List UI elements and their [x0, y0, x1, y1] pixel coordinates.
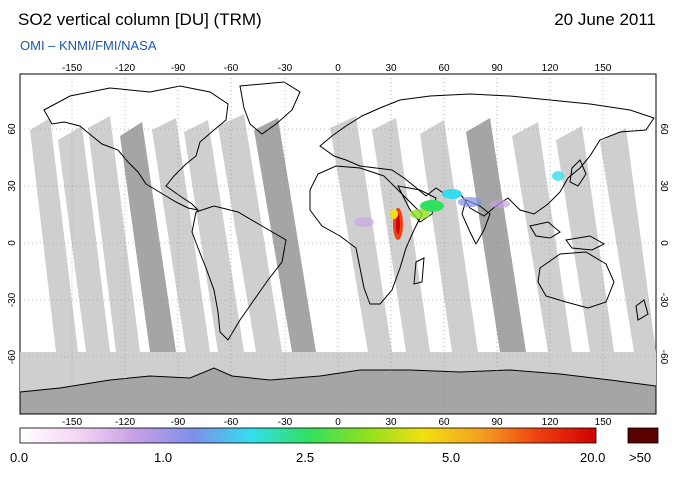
lat-tick-right: 60: [658, 123, 669, 135]
colorbar-label: 1.0: [154, 450, 172, 465]
lat-tick-left: -30: [7, 292, 18, 307]
so2-plume: [354, 171, 564, 240]
lon-tick-top: 90: [491, 63, 503, 74]
credit-label: OMI – KNMI/FMI/NASA: [20, 38, 157, 53]
lon-tick-top: -150: [62, 63, 82, 74]
lon-tick-top: 0: [335, 63, 341, 74]
lon-tick-bottom: -90: [171, 417, 186, 428]
graticule: [20, 74, 656, 414]
lat-tick-left: 0: [7, 240, 18, 246]
lon-tick-top: -30: [278, 63, 293, 74]
lon-tick-bottom: 0: [335, 417, 341, 428]
lon-tick-top: -90: [171, 63, 186, 74]
colorbar-max-label: >50: [629, 450, 651, 465]
lon-tick-bottom: -150: [62, 417, 82, 428]
lat-tick-left: 30: [7, 180, 18, 192]
landmasses: [43, 81, 655, 341]
colorbar-label: 2.5: [296, 450, 314, 465]
colorbar-gradient: [19, 427, 597, 444]
lon-tick-top: 120: [542, 63, 559, 74]
lon-tick-bottom: 30: [385, 417, 397, 428]
lat-tick-right: 30: [658, 180, 669, 192]
lon-tick-bottom: 60: [438, 417, 450, 428]
lon-tick-bottom: 120: [542, 417, 559, 428]
lon-tick-bottom: -30: [278, 417, 293, 428]
lon-tick-bottom: -120: [115, 417, 135, 428]
lat-tick-right: -30: [658, 293, 669, 308]
lon-tick-top: -60: [224, 63, 239, 74]
colorbar-label: 0.0: [10, 450, 28, 465]
lon-tick-top: -120: [115, 63, 135, 74]
colorbar-label: 20.0: [580, 450, 605, 465]
lon-tick-bottom: 150: [595, 417, 612, 428]
map-title: SO2 vertical column [DU] (TRM): [18, 10, 262, 29]
lat-tick-right: 0: [658, 240, 669, 246]
colorbar-label: 5.0: [442, 450, 460, 465]
lat-tick-right: -60: [658, 350, 669, 365]
lon-tick-top: 60: [438, 63, 450, 74]
lat-tick-left: -60: [7, 349, 18, 364]
colorbar-max-swatch: [627, 427, 659, 444]
lat-tick-left: 60: [7, 123, 18, 135]
date-label: 20 June 2011: [554, 10, 656, 29]
lon-tick-bottom: 90: [491, 417, 503, 428]
lon-tick-bottom: -60: [224, 417, 239, 428]
lon-tick-top: 30: [385, 63, 397, 74]
lon-tick-top: 150: [595, 63, 612, 74]
